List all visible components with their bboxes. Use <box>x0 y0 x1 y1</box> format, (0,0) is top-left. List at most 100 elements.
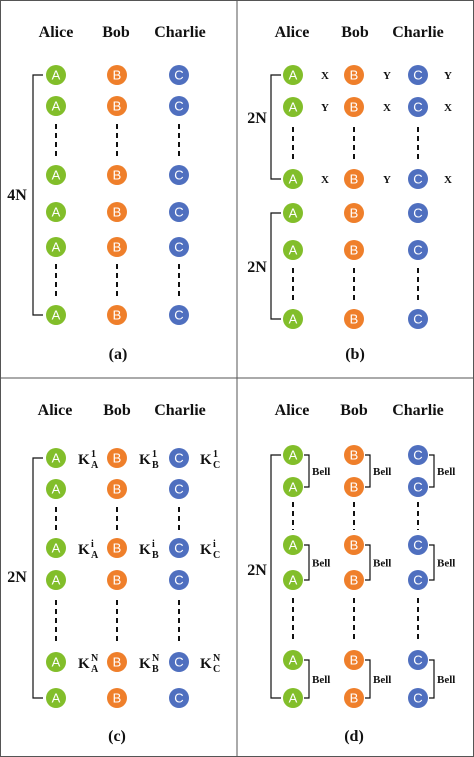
node-letter: A <box>52 99 61 114</box>
node-letter: B <box>350 68 359 83</box>
panel-a-node-bob: B <box>107 237 127 257</box>
node-circle <box>169 570 189 590</box>
panel-b-node-bob: B <box>344 97 364 117</box>
panel-b-basis-label: X <box>321 174 329 186</box>
node-letter: A <box>289 206 298 221</box>
node-circle <box>283 240 303 260</box>
node-letter: C <box>413 206 422 221</box>
node-letter: B <box>113 573 122 588</box>
panel-d-node-charlie: C <box>408 650 428 670</box>
panel-b-node-bob: B <box>344 203 364 223</box>
node-letter: C <box>174 451 183 466</box>
panel-c-key-label: K NA <box>78 653 99 675</box>
node-letter: C <box>174 691 183 706</box>
node-circle <box>169 305 189 325</box>
node-circle <box>283 477 303 497</box>
node-circle <box>344 65 364 85</box>
panel-a-node-charlie: C <box>169 305 189 325</box>
node-letter: A <box>52 482 61 497</box>
panel-d-node-alice: A <box>283 650 303 670</box>
panel-c-node-bob: B <box>107 479 127 499</box>
node-letter: B <box>113 541 122 556</box>
panel-d-brace <box>270 454 281 699</box>
panel-d-node-charlie: C <box>408 535 428 555</box>
panel-a-node-bob: B <box>107 305 127 325</box>
node-letter: A <box>52 655 61 670</box>
panel-a-caption: (a) <box>109 346 128 363</box>
node-letter: C <box>174 482 183 497</box>
node-letter: A <box>289 172 298 187</box>
bell-label: Bell <box>373 466 391 478</box>
panel-b-node-charlie: C <box>408 65 428 85</box>
node-circle <box>46 448 66 468</box>
panel-c-key-label: K 1A <box>78 449 99 471</box>
bell-label: Bell <box>373 674 391 686</box>
bell-label: Bell <box>312 558 330 570</box>
panel-a-header-charlie: Charlie <box>154 24 206 41</box>
panel-c-node-alice: A <box>46 652 66 672</box>
node-circle <box>408 65 428 85</box>
node-circle <box>344 650 364 670</box>
node-letter: B <box>350 172 359 187</box>
node-letter: A <box>52 451 61 466</box>
panel-b-node-alice: A <box>283 65 303 85</box>
node-letter: A <box>289 691 298 706</box>
node-circle <box>107 305 127 325</box>
panel-b-basis-label: Y <box>383 174 391 186</box>
node-circle <box>46 479 66 499</box>
key-subscript: A <box>91 550 99 561</box>
bell-label: Bell <box>437 558 455 570</box>
node-circle <box>46 65 66 85</box>
bell-pair-bracket <box>365 659 371 699</box>
key-superscript: 1 <box>91 449 96 460</box>
node-letter: C <box>174 655 183 670</box>
panel-d-node-bob: B <box>344 477 364 497</box>
panel-a-node-charlie: C <box>169 237 189 257</box>
node-circle <box>344 688 364 708</box>
node-circle <box>107 165 127 185</box>
key-k: K <box>200 452 212 468</box>
key-k: K <box>78 656 90 672</box>
node-letter: B <box>113 99 122 114</box>
panel-b-basis-label: Y <box>383 70 391 82</box>
panel-c-node-bob: B <box>107 688 127 708</box>
node-letter: C <box>413 312 422 327</box>
panel-a-node-bob: B <box>107 96 127 116</box>
bell-pair-bracket <box>365 544 371 581</box>
panel-b-brace-bottom-label: 2N <box>247 259 267 276</box>
panel-a-node-bob: B <box>107 165 127 185</box>
key-subscript: C <box>213 664 220 675</box>
panel-d-header-alice: Alice <box>275 402 310 419</box>
panel-b-brace-bottom <box>270 212 281 320</box>
panel-b-node-bob: B <box>344 65 364 85</box>
panel-c-node-charlie: C <box>169 688 189 708</box>
panel-d-header-bob: Bob <box>340 402 368 419</box>
panel-d-node-alice: A <box>283 688 303 708</box>
node-circle <box>46 570 66 590</box>
node-circle <box>169 202 189 222</box>
panel-d-node-bob: B <box>344 535 364 555</box>
node-letter: A <box>52 240 61 255</box>
node-letter: C <box>174 68 183 83</box>
key-subscript: A <box>91 460 99 471</box>
panel-b-header-bob: Bob <box>341 24 369 41</box>
panel-d-node-charlie: C <box>408 570 428 590</box>
key-superscript: i <box>152 539 155 550</box>
node-circle <box>408 240 428 260</box>
node-circle <box>283 570 303 590</box>
panel-b-header-alice: Alice <box>275 24 310 41</box>
node-circle <box>283 203 303 223</box>
node-circle <box>46 538 66 558</box>
bell-pair-bracket <box>429 454 435 488</box>
panel-a-node-alice: A <box>46 202 66 222</box>
node-letter: C <box>174 308 183 323</box>
node-letter: A <box>289 538 298 553</box>
node-circle <box>408 570 428 590</box>
node-letter: A <box>289 312 298 327</box>
node-letter: A <box>52 205 61 220</box>
node-circle <box>283 445 303 465</box>
bell-pair-bracket <box>304 659 310 699</box>
node-letter: B <box>113 308 122 323</box>
